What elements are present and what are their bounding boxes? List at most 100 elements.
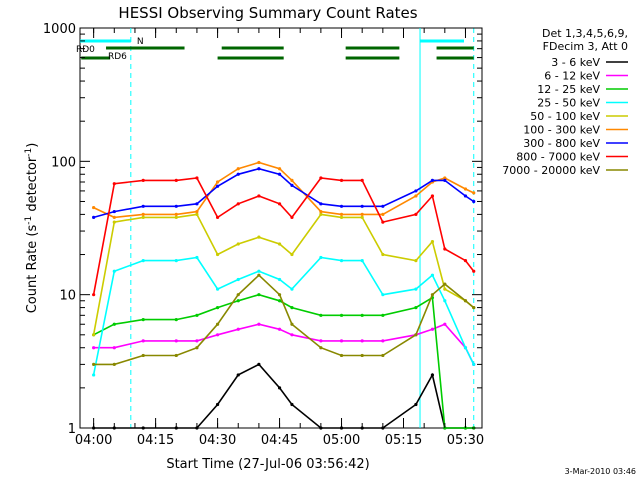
data-point: [112, 269, 116, 273]
y-tick-label: 10: [59, 289, 76, 304]
data-point: [257, 362, 261, 366]
data-point: [277, 202, 282, 206]
data-point: [112, 215, 116, 219]
observing-intervals: N RD0 RD6: [76, 28, 475, 428]
data-point: [174, 178, 178, 182]
data-point: [472, 199, 476, 204]
chart-title: HESSI Observing Summary Count Rates: [118, 4, 417, 22]
data-point: [319, 313, 323, 317]
series-8: [92, 176, 476, 297]
data-point: [215, 333, 220, 337]
data-point: [257, 194, 261, 198]
data-point: [339, 353, 344, 358]
data-point: [277, 172, 282, 176]
data-point: [236, 293, 240, 297]
data-point: [414, 402, 418, 407]
data-point: [215, 184, 220, 188]
data-point: [290, 402, 294, 407]
data-point: [472, 191, 476, 195]
data-point: [472, 362, 476, 366]
data-point: [414, 259, 418, 263]
series-line: [93, 363, 474, 429]
data-point: [463, 346, 468, 350]
data-point: [360, 178, 364, 182]
data-point: [112, 322, 116, 326]
x-tick-label: 05:00: [323, 433, 360, 448]
data-point: [339, 178, 344, 182]
series-7: [92, 167, 476, 219]
legend-label: 6 - 12 keV: [544, 70, 600, 83]
x-tick-label: 05:30: [447, 433, 484, 448]
x-tick-label: 04:30: [199, 433, 236, 448]
data-point: [195, 346, 199, 350]
data-point: [319, 176, 323, 180]
data-point: [360, 215, 364, 219]
data-point: [463, 299, 468, 303]
data-point: [215, 252, 220, 257]
axes: 1 10 100 1000 04:00 04:15 04:30 04:45 05:00 05:15…: [43, 22, 484, 448]
data-point: [381, 313, 385, 317]
data-point: [472, 305, 476, 310]
data-point: [381, 353, 385, 358]
series-line: [93, 323, 475, 365]
legend-header-1: Det 1,3,4,5,6,9,: [542, 27, 628, 40]
data-point: [339, 339, 344, 343]
y-tick-label: 1000: [43, 22, 76, 37]
x-tick-label: 04:45: [261, 433, 298, 448]
data-point: [360, 353, 364, 358]
data-point: [414, 194, 418, 198]
data-point: [339, 313, 344, 317]
data-point: [112, 182, 116, 186]
data-point: [430, 240, 435, 244]
data-point: [290, 215, 294, 219]
data-point: [381, 339, 385, 343]
data-point: [257, 269, 261, 273]
data-point: [112, 362, 116, 366]
data-point: [339, 215, 344, 219]
data-point: [360, 259, 364, 263]
data-point: [443, 176, 447, 180]
data-point: [92, 215, 96, 219]
data-point: [414, 333, 418, 337]
data-point: [141, 259, 145, 263]
data-point: [92, 293, 96, 297]
data-point: [174, 353, 178, 358]
x-axis-label: Start Time (27-Jul-06 03:56:42): [166, 457, 369, 472]
data-point: [277, 293, 282, 297]
data-point: [141, 339, 145, 343]
data-point: [236, 373, 240, 377]
data-point: [195, 313, 199, 317]
data-point: [141, 204, 145, 208]
data-point: [290, 305, 294, 310]
data-point: [430, 293, 435, 297]
data-point: [414, 305, 418, 310]
data-point: [443, 282, 447, 286]
series-line: [92, 213, 475, 335]
data-point: [257, 322, 261, 326]
data-point: [430, 327, 435, 331]
data-point: [215, 215, 220, 219]
legend-label: 50 - 100 keV: [530, 110, 600, 123]
data-point: [174, 204, 178, 208]
legend-label: 25 - 50 keV: [537, 97, 600, 110]
series-2: [92, 322, 476, 366]
data-point: [195, 209, 199, 214]
data-point: [360, 212, 364, 216]
data-point: [174, 259, 178, 263]
data-point: [236, 242, 240, 246]
data-point: [319, 212, 323, 216]
series-3: [92, 293, 476, 430]
data-point: [277, 299, 282, 303]
data-point: [463, 194, 468, 198]
data-point: [443, 299, 447, 303]
data-point: [236, 167, 240, 171]
data-point: [430, 373, 435, 377]
data-point: [236, 202, 240, 206]
data-point: [463, 187, 468, 191]
series-4: [92, 255, 476, 377]
data-point: [277, 327, 282, 331]
data-point: [215, 287, 220, 291]
data-point: [319, 255, 323, 260]
rd0-label: RD0: [76, 45, 95, 55]
data-point: [92, 346, 96, 350]
